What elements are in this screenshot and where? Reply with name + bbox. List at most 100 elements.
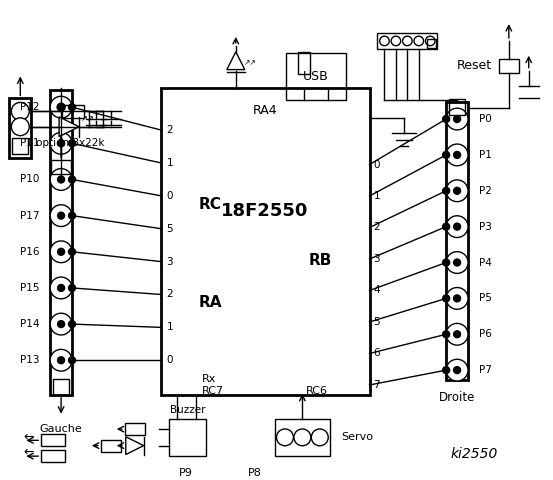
Text: RB: RB — [309, 252, 332, 267]
Bar — [62, 105, 84, 118]
Circle shape — [453, 331, 461, 338]
Text: 3: 3 — [166, 256, 173, 266]
Circle shape — [69, 104, 76, 110]
Circle shape — [442, 331, 450, 338]
Circle shape — [50, 205, 72, 227]
Circle shape — [442, 152, 450, 158]
Circle shape — [442, 259, 450, 266]
Circle shape — [453, 259, 461, 266]
Text: P14: P14 — [20, 319, 39, 329]
Text: P17: P17 — [20, 211, 39, 221]
Text: 5: 5 — [373, 317, 380, 327]
Text: 18F2550: 18F2550 — [221, 202, 309, 220]
Circle shape — [57, 103, 65, 111]
Circle shape — [12, 102, 29, 120]
Circle shape — [446, 144, 468, 166]
Circle shape — [69, 176, 76, 183]
Polygon shape — [126, 437, 144, 455]
Circle shape — [58, 176, 65, 183]
Circle shape — [58, 140, 65, 147]
Circle shape — [69, 285, 76, 291]
Circle shape — [58, 357, 65, 364]
Text: P10: P10 — [20, 174, 39, 184]
Circle shape — [391, 36, 401, 46]
Circle shape — [58, 104, 65, 110]
Text: Droite: Droite — [439, 391, 475, 404]
Circle shape — [58, 212, 65, 219]
Circle shape — [380, 36, 389, 46]
Text: RA: RA — [199, 295, 222, 311]
Text: 2: 2 — [166, 125, 173, 135]
Circle shape — [453, 295, 461, 302]
Text: 2: 2 — [166, 289, 173, 300]
Bar — [169, 419, 206, 456]
Text: 1: 1 — [373, 191, 380, 201]
Text: P0: P0 — [479, 114, 492, 124]
Text: ←: ← — [23, 431, 34, 444]
Circle shape — [446, 180, 468, 202]
Circle shape — [311, 429, 328, 446]
Text: RC6: RC6 — [306, 386, 328, 396]
Text: 4: 4 — [373, 286, 380, 296]
Circle shape — [446, 252, 468, 274]
Text: Reset: Reset — [457, 59, 492, 72]
Text: ←: ← — [23, 446, 34, 459]
Circle shape — [442, 116, 450, 122]
Circle shape — [446, 324, 468, 345]
Circle shape — [446, 216, 468, 238]
Bar — [12, 138, 28, 154]
Text: Gauche: Gauche — [40, 424, 82, 434]
Circle shape — [453, 116, 461, 122]
Polygon shape — [59, 117, 79, 137]
Bar — [160, 88, 369, 395]
Text: 1: 1 — [166, 158, 173, 168]
Text: P7: P7 — [479, 365, 492, 375]
Circle shape — [69, 248, 76, 255]
Bar — [275, 419, 330, 456]
Polygon shape — [227, 52, 245, 70]
Circle shape — [453, 223, 461, 230]
Text: Servo: Servo — [342, 432, 374, 443]
Circle shape — [69, 357, 76, 364]
Circle shape — [50, 349, 72, 371]
Circle shape — [442, 223, 450, 230]
Circle shape — [453, 367, 461, 373]
Circle shape — [442, 187, 450, 194]
Circle shape — [453, 152, 461, 158]
Circle shape — [446, 108, 468, 130]
Bar — [378, 33, 437, 49]
Text: P3: P3 — [479, 222, 492, 232]
Text: RC7: RC7 — [202, 386, 225, 396]
Text: ↗↗: ↗↗ — [244, 59, 257, 68]
Text: ki2550: ki2550 — [450, 447, 498, 461]
Text: 6: 6 — [373, 348, 380, 359]
Circle shape — [69, 212, 76, 219]
Text: P9: P9 — [179, 468, 192, 478]
Text: option 8x22k: option 8x22k — [36, 138, 105, 148]
Text: Rx: Rx — [202, 374, 217, 384]
Circle shape — [403, 36, 412, 46]
Bar — [286, 53, 346, 100]
Circle shape — [58, 248, 65, 255]
Text: P15: P15 — [20, 283, 39, 293]
Bar — [427, 39, 436, 48]
Bar — [53, 379, 69, 395]
Text: USB: USB — [303, 70, 328, 83]
Circle shape — [69, 321, 76, 327]
Text: P6: P6 — [479, 329, 492, 339]
Bar — [446, 102, 468, 380]
Text: ↗↗: ↗↗ — [81, 114, 95, 123]
Text: Buzzer: Buzzer — [170, 405, 205, 415]
Text: P12: P12 — [20, 102, 39, 112]
Bar — [9, 98, 31, 157]
Bar — [50, 90, 72, 395]
Circle shape — [50, 96, 72, 118]
Text: 3: 3 — [373, 254, 380, 264]
Bar — [298, 52, 310, 73]
Text: 0: 0 — [373, 159, 380, 169]
Text: P1: P1 — [479, 150, 492, 160]
Text: 2: 2 — [373, 223, 380, 232]
Circle shape — [442, 367, 450, 373]
Text: 1: 1 — [166, 323, 173, 332]
Text: 5: 5 — [166, 224, 173, 234]
